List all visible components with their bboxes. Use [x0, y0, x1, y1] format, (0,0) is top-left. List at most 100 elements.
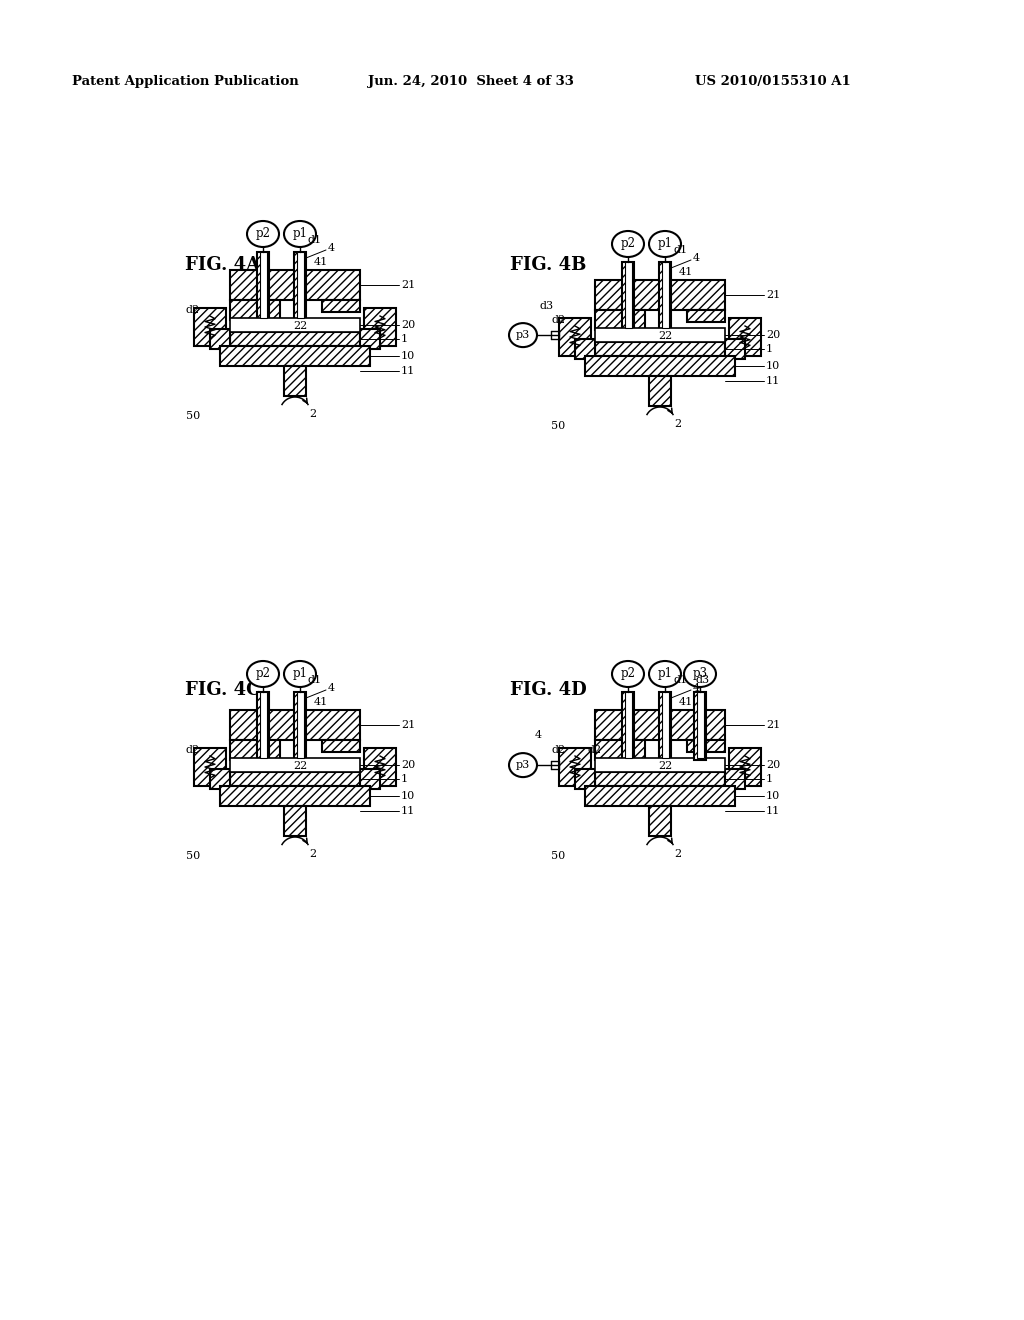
- Bar: [297, 692, 304, 758]
- Text: 4: 4: [328, 243, 335, 253]
- Text: 22: 22: [657, 760, 672, 771]
- Bar: [662, 692, 669, 758]
- Text: 20: 20: [401, 760, 416, 770]
- Text: FIG. 4A: FIG. 4A: [185, 256, 260, 275]
- Bar: [257, 692, 269, 760]
- Text: d2: d2: [551, 315, 565, 325]
- Text: 11: 11: [401, 366, 416, 376]
- Text: 4: 4: [693, 253, 700, 263]
- Text: 20: 20: [766, 760, 780, 770]
- Text: 1: 1: [401, 774, 409, 784]
- Text: 41: 41: [679, 697, 693, 708]
- Text: 4: 4: [535, 730, 542, 741]
- Text: 11: 11: [766, 807, 780, 816]
- Bar: [595, 280, 725, 310]
- Text: 10: 10: [401, 791, 416, 801]
- Bar: [322, 741, 360, 752]
- Text: 22: 22: [657, 331, 672, 341]
- Text: 2: 2: [674, 849, 681, 859]
- Text: 41: 41: [314, 257, 329, 267]
- Text: p3: p3: [516, 330, 530, 341]
- Bar: [364, 308, 396, 346]
- Bar: [622, 692, 634, 760]
- Text: 4: 4: [693, 682, 700, 693]
- Bar: [687, 310, 725, 322]
- Text: 1: 1: [766, 345, 773, 354]
- Text: p2: p2: [621, 238, 636, 251]
- Bar: [294, 692, 306, 760]
- Ellipse shape: [284, 661, 316, 686]
- Bar: [729, 748, 761, 785]
- Bar: [585, 785, 735, 807]
- Bar: [230, 271, 360, 300]
- Text: p2: p2: [621, 668, 636, 681]
- Text: p1: p1: [293, 668, 307, 681]
- Bar: [649, 376, 671, 407]
- Text: 10: 10: [766, 360, 780, 371]
- Bar: [360, 770, 380, 789]
- Bar: [230, 333, 360, 346]
- Text: d3: d3: [539, 301, 553, 312]
- Ellipse shape: [247, 661, 279, 686]
- Bar: [697, 692, 705, 758]
- Bar: [659, 261, 671, 330]
- Text: Patent Application Publication: Patent Application Publication: [72, 75, 299, 88]
- Text: US 2010/0155310 A1: US 2010/0155310 A1: [695, 75, 851, 88]
- Text: d1: d1: [308, 675, 323, 685]
- Bar: [625, 261, 632, 327]
- Bar: [210, 329, 230, 348]
- Bar: [260, 252, 267, 318]
- Bar: [659, 692, 671, 760]
- Bar: [575, 339, 595, 359]
- Ellipse shape: [509, 754, 537, 777]
- Text: 10: 10: [401, 351, 416, 360]
- Text: 22: 22: [293, 321, 307, 331]
- Text: p1: p1: [293, 227, 307, 240]
- Text: 22: 22: [293, 760, 307, 771]
- Bar: [595, 710, 725, 741]
- Bar: [559, 318, 591, 356]
- Text: 21: 21: [766, 290, 780, 300]
- Text: 41: 41: [314, 697, 329, 708]
- Bar: [294, 252, 306, 319]
- Text: 50: 50: [551, 851, 565, 861]
- Text: FIG. 4C: FIG. 4C: [185, 681, 260, 700]
- Bar: [230, 318, 360, 333]
- Ellipse shape: [612, 661, 644, 686]
- Text: d1: d1: [673, 675, 687, 685]
- Ellipse shape: [284, 220, 316, 247]
- Text: p2: p2: [256, 227, 270, 240]
- Ellipse shape: [509, 323, 537, 347]
- Bar: [194, 748, 226, 785]
- Text: 11: 11: [401, 807, 416, 816]
- Text: 20: 20: [401, 319, 416, 330]
- Text: 2: 2: [674, 418, 681, 429]
- Bar: [595, 741, 645, 760]
- Text: Jun. 24, 2010  Sheet 4 of 33: Jun. 24, 2010 Sheet 4 of 33: [368, 75, 573, 88]
- Bar: [729, 318, 761, 356]
- Text: d2: d2: [588, 744, 602, 755]
- Bar: [230, 300, 280, 319]
- Bar: [220, 785, 370, 807]
- Bar: [230, 772, 360, 785]
- Text: p3: p3: [692, 668, 708, 681]
- Bar: [595, 327, 725, 342]
- Bar: [322, 300, 360, 312]
- Bar: [230, 710, 360, 741]
- Text: p1: p1: [657, 238, 673, 251]
- Text: FIG. 4B: FIG. 4B: [510, 256, 587, 275]
- Text: 21: 21: [401, 280, 416, 290]
- Bar: [230, 741, 280, 760]
- Text: 2: 2: [309, 409, 316, 418]
- Text: d3: d3: [695, 675, 710, 685]
- Text: 4: 4: [328, 682, 335, 693]
- Bar: [595, 310, 645, 330]
- Bar: [220, 346, 370, 366]
- Bar: [725, 339, 745, 359]
- Bar: [284, 807, 306, 836]
- Text: 1: 1: [766, 774, 773, 784]
- Bar: [364, 748, 396, 785]
- Text: d1: d1: [673, 246, 687, 255]
- Bar: [625, 692, 632, 758]
- Text: d1: d1: [308, 235, 323, 246]
